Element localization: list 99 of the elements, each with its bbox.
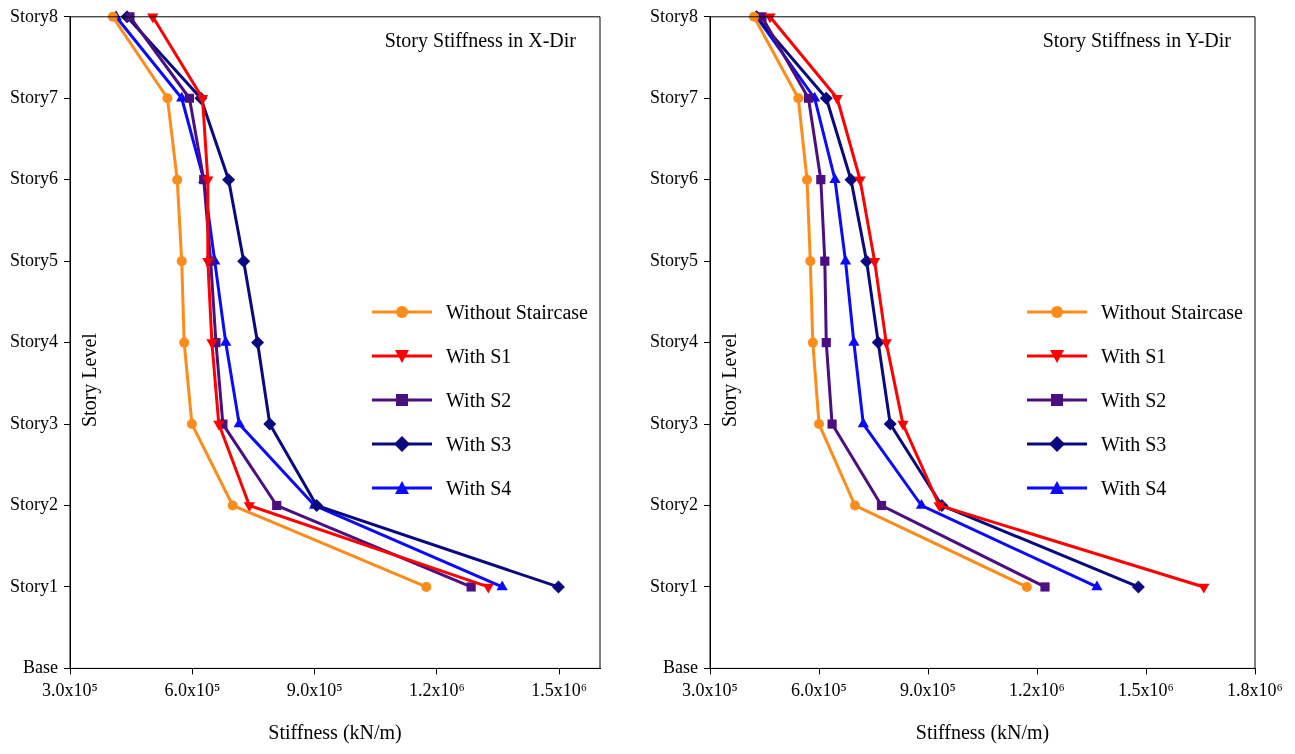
- y-tick-label: Base: [663, 657, 699, 678]
- point: [849, 500, 860, 511]
- point: [819, 91, 833, 105]
- x-axis-title: Stiffness (kN/m): [268, 721, 402, 745]
- point: [1131, 580, 1145, 594]
- y-tick-label: Story8: [9, 5, 59, 26]
- legend-label: With S3: [446, 432, 512, 456]
- legend-label: With S4: [446, 476, 512, 500]
- legend-label: With S1: [446, 344, 512, 368]
- y-tick-label: Story3: [649, 412, 699, 433]
- x-tick-label: 9.0x10⁵: [900, 679, 956, 700]
- y-tick-label: Story5: [649, 249, 699, 270]
- y-tick-label: Story2: [649, 494, 699, 515]
- y-tick-label: Story6: [649, 168, 699, 189]
- point: [1198, 583, 1210, 594]
- point: [196, 95, 209, 105]
- legend-label: Without Staircase: [1101, 300, 1243, 324]
- x-tick-label: 6.0x10⁵: [791, 679, 847, 700]
- point: [857, 417, 869, 428]
- y-tick-label: Story4: [9, 331, 59, 352]
- point: [272, 500, 282, 511]
- point: [220, 336, 232, 346]
- point: [933, 502, 945, 512]
- point: [829, 173, 841, 183]
- y-tick-label: Base: [23, 657, 59, 678]
- legend-label: With S2: [446, 388, 512, 412]
- point: [1040, 582, 1050, 592]
- point: [839, 254, 852, 265]
- point: [802, 174, 813, 185]
- legend-label: With S1: [1101, 344, 1167, 368]
- y-tick-label: Story1: [9, 575, 59, 596]
- point: [814, 419, 825, 430]
- point: [251, 336, 265, 350]
- point: [848, 336, 860, 346]
- point: [827, 419, 837, 429]
- point: [860, 254, 874, 268]
- y-axis-title: Story Level: [718, 333, 741, 428]
- point: [805, 256, 816, 267]
- point: [1091, 580, 1103, 591]
- point: [1021, 581, 1032, 592]
- point: [162, 93, 173, 104]
- point: [820, 256, 830, 266]
- x-tick-label: 9.0x10⁵: [286, 679, 343, 700]
- point: [243, 502, 256, 512]
- point: [466, 582, 476, 592]
- point: [263, 417, 277, 431]
- point: [237, 254, 251, 268]
- text: Story Stiffness in Y-Dir: [1042, 28, 1231, 52]
- x-axis-title: Stiffness (kN/m): [915, 721, 1050, 745]
- point: [880, 339, 892, 350]
- point: [421, 581, 432, 592]
- point: [807, 337, 818, 348]
- point: [179, 337, 190, 348]
- point: [803, 93, 814, 103]
- point: [551, 580, 565, 594]
- x-tick-label: 3.0x10⁵: [682, 679, 738, 700]
- text: Story Stiffness in X-Dir: [384, 28, 576, 52]
- x-tick-label: 1.5x10⁶: [1118, 679, 1174, 700]
- x-tick-label: 1.2x10⁶: [409, 679, 465, 700]
- x-tick-label: 1.5x10⁶: [531, 679, 588, 700]
- point: [496, 580, 508, 591]
- y-tick-label: Story8: [649, 5, 699, 26]
- y-tick-label: Story7: [649, 86, 699, 107]
- point: [844, 173, 858, 187]
- y-tick-label: Story1: [649, 575, 699, 596]
- y-tick-label: Story5: [9, 249, 59, 270]
- point: [793, 93, 804, 104]
- x-tick-label: 3.0x10⁵: [42, 679, 98, 700]
- x-tick-label: 1.8x10⁶: [1227, 679, 1283, 700]
- point: [854, 176, 866, 187]
- legend-label: With S3: [1101, 432, 1167, 456]
- point: [831, 95, 843, 105]
- point: [821, 338, 831, 348]
- point: [172, 174, 183, 185]
- x-tick-label: 1.2x10⁶: [1009, 679, 1065, 700]
- point: [184, 93, 195, 103]
- point: [125, 12, 135, 22]
- y-tick-label: Story6: [9, 168, 59, 189]
- point: [816, 175, 826, 185]
- point: [883, 417, 897, 431]
- point: [176, 256, 187, 267]
- point: [897, 420, 909, 431]
- legend-label: Without Staircase: [446, 300, 588, 324]
- y-tick-label: Story7: [9, 86, 59, 107]
- y-tick-label: Story3: [9, 412, 59, 433]
- point: [233, 417, 245, 428]
- y-axis-title: Story Level: [78, 333, 101, 428]
- point: [186, 419, 197, 430]
- point: [222, 173, 236, 187]
- point: [868, 257, 881, 268]
- point: [876, 500, 887, 511]
- legend-label: With S4: [1101, 476, 1167, 500]
- x-tick-label: 6.0x10⁵: [164, 679, 221, 700]
- point: [482, 583, 494, 594]
- y-tick-label: Story2: [9, 494, 59, 515]
- y-tick-label: Story4: [649, 331, 699, 352]
- point: [213, 420, 225, 431]
- point: [227, 500, 238, 511]
- legend-label: With S2: [1101, 388, 1167, 412]
